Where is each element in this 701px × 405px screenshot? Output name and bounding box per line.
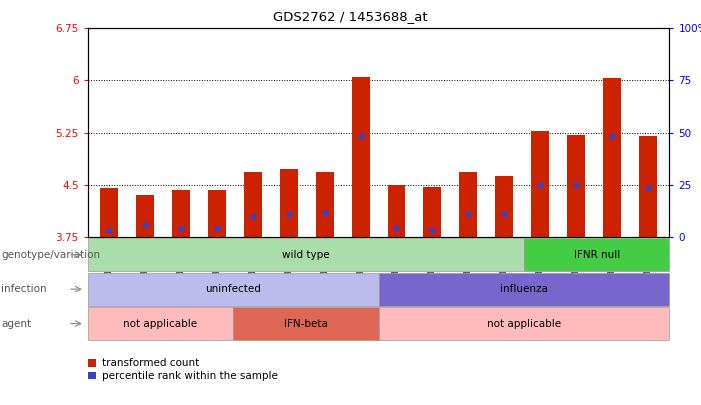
FancyBboxPatch shape [88, 307, 233, 340]
Bar [172, 190, 190, 237]
Bar [244, 172, 261, 237]
Bar [208, 190, 226, 237]
Point [355, 133, 366, 139]
FancyBboxPatch shape [88, 372, 96, 379]
Text: influenza: influenza [500, 284, 548, 294]
Text: not applicable: not applicable [487, 319, 561, 328]
Bar [100, 188, 118, 237]
Text: transformed count: transformed count [102, 358, 199, 368]
Bar [352, 77, 369, 237]
Text: uninfected: uninfected [205, 284, 261, 294]
Text: genotype/variation: genotype/variation [1, 250, 100, 260]
FancyBboxPatch shape [233, 307, 379, 340]
Text: not applicable: not applicable [123, 319, 198, 328]
Bar [423, 187, 442, 237]
FancyBboxPatch shape [88, 359, 96, 367]
Text: GDS2762 / 1453688_at: GDS2762 / 1453688_at [273, 10, 428, 23]
Bar [531, 130, 549, 237]
Point [175, 225, 186, 231]
FancyBboxPatch shape [379, 307, 669, 340]
FancyBboxPatch shape [88, 238, 524, 271]
Bar [459, 172, 477, 237]
Bar [567, 135, 585, 237]
Bar [136, 195, 154, 237]
Text: agent: agent [1, 319, 32, 328]
FancyBboxPatch shape [524, 238, 669, 271]
Bar [280, 169, 298, 237]
Point [606, 133, 618, 139]
Point [463, 211, 474, 217]
Text: IFNR null: IFNR null [573, 250, 620, 260]
Point [427, 227, 438, 233]
Point [283, 211, 294, 217]
Bar [603, 79, 621, 237]
Text: infection: infection [1, 284, 47, 294]
Point [211, 225, 222, 231]
Point [391, 225, 402, 231]
Point [571, 181, 582, 188]
Point [535, 181, 546, 188]
Text: IFN-beta: IFN-beta [284, 319, 328, 328]
Text: wild type: wild type [282, 250, 329, 260]
Bar [496, 177, 513, 237]
Bar [388, 185, 405, 237]
Text: percentile rank within the sample: percentile rank within the sample [102, 371, 278, 381]
Point [104, 227, 115, 233]
Point [642, 185, 653, 192]
Point [139, 222, 151, 228]
Point [319, 209, 330, 216]
FancyBboxPatch shape [88, 273, 379, 306]
Bar [315, 172, 334, 237]
Point [498, 211, 510, 217]
Point [247, 213, 259, 220]
Bar [639, 136, 657, 237]
FancyBboxPatch shape [379, 273, 669, 306]
